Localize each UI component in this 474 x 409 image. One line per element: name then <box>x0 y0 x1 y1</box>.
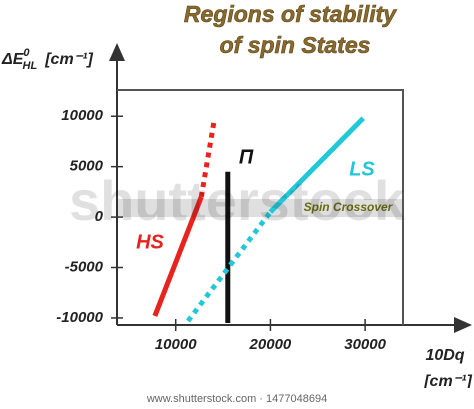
crossover-band <box>118 198 402 218</box>
chart-title: Regions of stability <box>184 1 397 27</box>
footer: www.shutterstock.com · 1477048694 <box>146 393 327 405</box>
y-tick-label: 5000 <box>70 158 104 175</box>
plot-frame <box>117 89 404 325</box>
x-tick-label: 10000 <box>155 336 197 353</box>
y-label-main: ΔE <box>1 51 25 68</box>
y-label-unit: [cm⁻¹] <box>44 51 93 68</box>
y-axis-label: ΔE0 HL [cm⁻¹] <box>1 47 93 72</box>
series-line <box>198 117 218 198</box>
footer-strip <box>0 388 474 409</box>
series-line <box>186 210 273 323</box>
x-tick-label: 20000 <box>249 336 292 353</box>
series-line <box>268 116 366 214</box>
y-label-sup: 0 <box>23 47 30 59</box>
series-label: Π <box>239 146 254 168</box>
x-axis-label: 10Dq <box>425 347 464 364</box>
watermark: shutterstock <box>69 169 406 232</box>
y-tick-label: -10000 <box>56 309 103 326</box>
y-tick-label: 10000 <box>61 107 103 124</box>
x-tick-label: 30000 <box>344 336 386 353</box>
x-axis-unit: [cm⁻¹] <box>423 373 472 390</box>
series-label: LS <box>349 158 375 180</box>
chart-title: of spin States <box>220 32 371 58</box>
series-line <box>152 196 204 317</box>
y-label-sub: HL <box>23 60 38 72</box>
y-tick-label: 0 <box>95 208 104 225</box>
series-label: HS <box>136 231 164 253</box>
band-label: Spin Crossover <box>304 200 394 214</box>
y-tick-label: -5000 <box>65 258 104 275</box>
